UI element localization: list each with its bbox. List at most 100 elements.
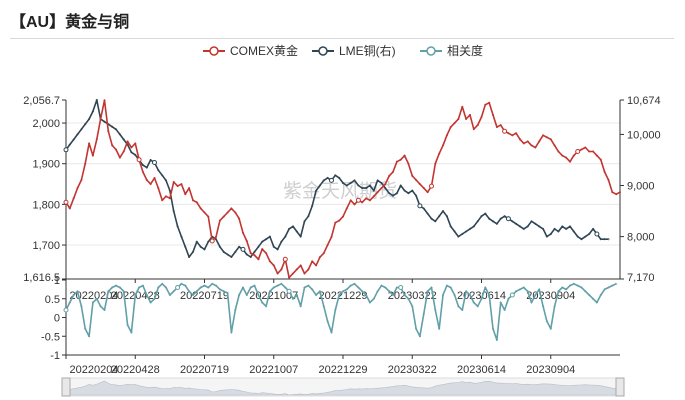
corr-series-point — [426, 290, 429, 293]
gold-series-point — [542, 134, 545, 137]
gold-series-point — [318, 256, 321, 259]
legend[interactable]: COMEX黄金 LME铜(右) 相关度 — [203, 43, 483, 58]
corr-series-point — [526, 290, 529, 293]
gold-series-point — [72, 197, 75, 200]
corr-series-point — [365, 293, 368, 297]
corr-series-point — [372, 297, 375, 300]
gold-series-point — [438, 152, 441, 155]
copper-series-point — [188, 255, 191, 259]
gold-series-point — [511, 134, 514, 137]
gold-series-point — [491, 113, 495, 116]
corr-axis-tick-label: -0.5 — [41, 331, 60, 343]
slider-handle-right[interactable] — [615, 377, 625, 397]
gold-series-point — [429, 183, 434, 189]
corr-series-point — [349, 284, 352, 287]
copper-series-point — [461, 232, 464, 236]
gold-series-point — [164, 195, 168, 198]
legend-swatch-marker[interactable] — [426, 46, 436, 56]
title-divider — [10, 38, 674, 39]
gold-series-point — [334, 221, 337, 224]
corr-series-point — [168, 293, 171, 297]
bottom-x-tick-label: 20220204 — [70, 364, 119, 376]
legend-item-label[interactable]: LME铜(右) — [339, 43, 396, 58]
gold-series-point — [84, 162, 87, 165]
legend-swatch-marker[interactable] — [318, 46, 328, 56]
gold-series-point — [103, 99, 106, 102]
gold-series-point — [526, 140, 529, 143]
gold-series-point — [391, 170, 395, 173]
copper-series-point — [199, 245, 202, 248]
corr-series-point — [141, 284, 144, 287]
left-axis-tick-label: 2,056.7 — [23, 95, 60, 107]
gold-series-point — [384, 183, 387, 186]
corr-series-point — [495, 338, 498, 342]
copper-series-point — [380, 181, 383, 185]
right-axis-tick-label: 8,000 — [627, 232, 655, 244]
corr-series-point — [588, 293, 591, 297]
gold-series-point — [91, 154, 94, 157]
corr-series-point — [507, 297, 510, 300]
gold-series-point — [403, 154, 406, 157]
corr-series-point — [334, 308, 337, 312]
gold-series-point — [522, 142, 525, 145]
corr-series-point — [484, 286, 487, 289]
gold-series-point — [245, 239, 248, 243]
corr-series-point — [134, 293, 137, 297]
corr-series-point — [380, 284, 383, 287]
corr-series-point — [522, 286, 525, 289]
corr-series-point — [307, 284, 310, 287]
gold-series-point — [218, 219, 221, 222]
copper-series-point — [495, 222, 498, 225]
data-zoom-slider[interactable] — [61, 377, 625, 397]
copper-series-point — [549, 232, 552, 236]
gold-series-point — [118, 156, 121, 159]
slider-handle-left[interactable] — [61, 377, 71, 397]
copper-series-point — [341, 181, 345, 185]
copper-series-point — [329, 177, 334, 183]
corr-series-point — [595, 301, 598, 304]
copper-series-point — [152, 160, 157, 165]
copper-series-point — [253, 250, 256, 253]
gold-series-point — [280, 268, 283, 271]
copper-series-point — [88, 118, 91, 121]
corr-series-point — [330, 331, 333, 334]
copper-series-point — [226, 253, 229, 256]
copper-series-point — [411, 189, 414, 192]
gold-series-point — [145, 178, 148, 182]
corr-series-point — [411, 305, 414, 308]
corr-series-point — [518, 288, 522, 291]
gold-series-point — [199, 207, 202, 210]
corr-series-point — [241, 286, 245, 289]
copper-series-point — [284, 235, 287, 238]
gold-series-point — [611, 191, 614, 194]
corr-series-point — [199, 286, 202, 289]
gold-series-point — [345, 207, 348, 210]
copper-series-point — [180, 235, 183, 238]
corr-series-point — [188, 290, 191, 293]
legend-item-label[interactable]: COMEX黄金 — [230, 43, 298, 58]
legend-swatch-marker[interactable] — [209, 46, 219, 56]
corr-series-point — [234, 308, 237, 312]
gold-series-point — [349, 199, 352, 202]
gold-series-point — [253, 254, 256, 257]
watermark-text: 紫金天风期货 — [283, 180, 397, 202]
legend-item-label[interactable]: 相关度 — [447, 43, 483, 58]
gold-series-point — [461, 105, 464, 108]
corr-series-point — [145, 293, 148, 297]
gold-series-point — [353, 203, 356, 206]
corr-series-point — [565, 288, 568, 291]
copper-series-point — [63, 147, 69, 153]
gold-series-point — [411, 174, 414, 177]
left-axis-tick-label: 2,000 — [32, 118, 60, 130]
corr-series-point — [607, 286, 610, 289]
top-x-tick-label: 20220719 — [180, 290, 229, 302]
corr-series-point — [584, 290, 587, 293]
copper-series-point — [238, 245, 241, 248]
corr-series-point — [68, 301, 71, 304]
bottom-x-tick-label: 20221229 — [319, 364, 368, 376]
corr-series-point — [376, 290, 379, 293]
copper-series-point — [430, 217, 433, 220]
gold-series-point — [365, 197, 368, 200]
corr-series-point — [468, 293, 472, 297]
corr-series-point — [195, 290, 198, 293]
